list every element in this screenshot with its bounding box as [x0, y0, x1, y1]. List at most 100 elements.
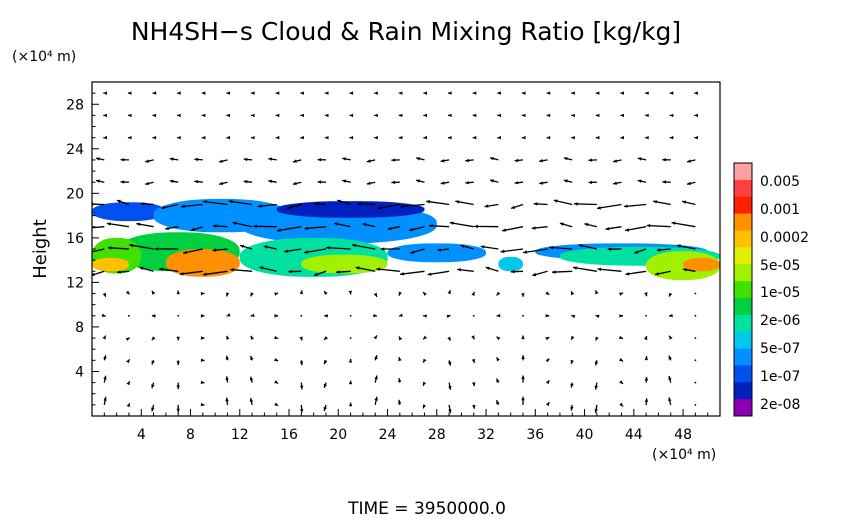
wind-vector-105 [274, 402, 279, 407]
wind-vector-225 [472, 404, 476, 409]
y-tick-label: 12 [66, 275, 84, 291]
wind-vector-250 [489, 179, 499, 183]
wind-vector-330 [644, 398, 649, 405]
wind-vector-238 [472, 113, 477, 118]
wind-vector-321 [597, 267, 622, 272]
wind-vector-42 [152, 135, 157, 140]
wind-vector-310 [588, 180, 597, 185]
wind-vector-111 [259, 266, 277, 272]
wind-vector-211 [448, 382, 452, 390]
wind-vector-272 [545, 358, 550, 363]
wind-vector-235 [465, 181, 474, 185]
wind-vector-191 [391, 158, 400, 162]
colorbar-label-1: 0.001 [760, 202, 800, 218]
wind-vector-299 [571, 91, 575, 95]
wind-vector-55 [169, 179, 179, 184]
wind-vector-216 [427, 270, 450, 276]
wind-vector-182 [398, 356, 402, 362]
wind-vector-52 [154, 247, 179, 251]
wind-vector-206 [415, 157, 425, 161]
wind-vector-218 [428, 224, 450, 228]
wind-vector-76 [225, 376, 229, 383]
colorbar-label-0: 0.005 [760, 174, 800, 190]
wind-vector-14 [103, 91, 107, 95]
wind-vector-36 [139, 266, 154, 272]
wind-vector-300 [594, 404, 598, 413]
wind-vector-368 [671, 221, 696, 228]
wind-vector-356 [662, 158, 671, 162]
wind-vector-362 [694, 359, 697, 362]
wind-vector-95 [250, 292, 254, 297]
colorbar-swatch-5 [734, 247, 752, 265]
colorbar-swatch-13 [734, 382, 752, 400]
x-tick-label: 20 [329, 427, 347, 443]
wind-vector-92 [250, 355, 254, 361]
y-tick-label: 28 [66, 97, 84, 113]
wind-vector-115 [268, 179, 277, 184]
wind-vector-24 [116, 199, 130, 206]
y-axis-label: Height [30, 219, 51, 279]
wind-vector-192 [398, 135, 403, 140]
wind-vector-98 [232, 221, 253, 228]
wind-vector-44 [152, 91, 157, 95]
wind-vector-305 [594, 290, 599, 295]
colorbar-swatch-7 [734, 281, 752, 299]
wind-vector-298 [571, 113, 575, 118]
wind-vector-141 [313, 270, 327, 277]
wind-vector-144 [313, 202, 327, 206]
wind-vector-142 [304, 248, 327, 254]
wind-vector-162 [349, 135, 354, 140]
wind-vector-244 [496, 313, 501, 318]
wind-vector-202 [410, 248, 425, 254]
colorbar-label-7: 1e-07 [760, 369, 800, 385]
y-axis: 4 8 12 16 20 24 28 [66, 92, 99, 406]
wind-vector-311 [588, 158, 597, 162]
colorbar-frame [733, 162, 753, 417]
wind-vector-314 [595, 91, 600, 95]
wind-vector-40 [145, 181, 154, 186]
colorbar: 0.005 0.001 0.0002 5e-05 1e-05 2e-06 5e-07 1e-0… [733, 162, 809, 417]
wind-vector-345 [668, 397, 672, 406]
wind-vector-104 [251, 91, 255, 95]
wind-vector-343 [645, 113, 649, 118]
wind-vector-58 [177, 113, 181, 118]
wind-vector-373 [694, 113, 698, 118]
colorbar-swatch-4 [734, 230, 752, 248]
wind-vector-354 [653, 200, 671, 206]
wind-vector-128 [276, 226, 302, 232]
wind-vector-96 [230, 268, 253, 272]
wind-vector-241 [496, 378, 500, 383]
wind-vector-155 [348, 290, 353, 295]
wind-vector-59 [177, 91, 181, 95]
wind-vector-18 [125, 337, 131, 341]
wind-vector-254 [497, 91, 501, 95]
wind-vector-263 [502, 226, 524, 232]
wind-vector-243 [496, 336, 501, 341]
wind-vector-158 [333, 222, 351, 228]
wind-vector-355 [662, 180, 671, 184]
wind-vector-240 [495, 399, 500, 406]
x-axis: 4 8 12 16 20 24 28 32 36 40 44 48 [103, 409, 709, 443]
wind-vector-274 [545, 313, 550, 318]
wind-vector-249 [484, 203, 499, 208]
wind-vector-374 [694, 91, 698, 95]
wind-vector-168 [373, 335, 378, 340]
wind-vector-284 [546, 91, 551, 95]
wind-vector-161 [342, 157, 351, 161]
colorbar-swatch-2 [734, 196, 752, 214]
wind-vector-30 [151, 404, 155, 412]
wind-vector-16 [126, 380, 131, 386]
colorbar-label-6: 5e-07 [760, 341, 800, 357]
wind-vector-27 [127, 135, 132, 140]
wind-vector-201 [400, 270, 425, 276]
wind-vector-309 [573, 202, 597, 206]
wind-vector-149 [324, 91, 329, 95]
wind-vector-17 [126, 358, 131, 364]
wind-vector-169 [373, 313, 378, 318]
wind-vector-344 [645, 91, 649, 95]
wind-vector-64 [200, 314, 205, 318]
wind-vector-179 [374, 91, 378, 95]
wind-vector-29 [127, 91, 132, 95]
wind-vector-282 [546, 135, 551, 140]
wind-vector-361 [694, 381, 697, 384]
